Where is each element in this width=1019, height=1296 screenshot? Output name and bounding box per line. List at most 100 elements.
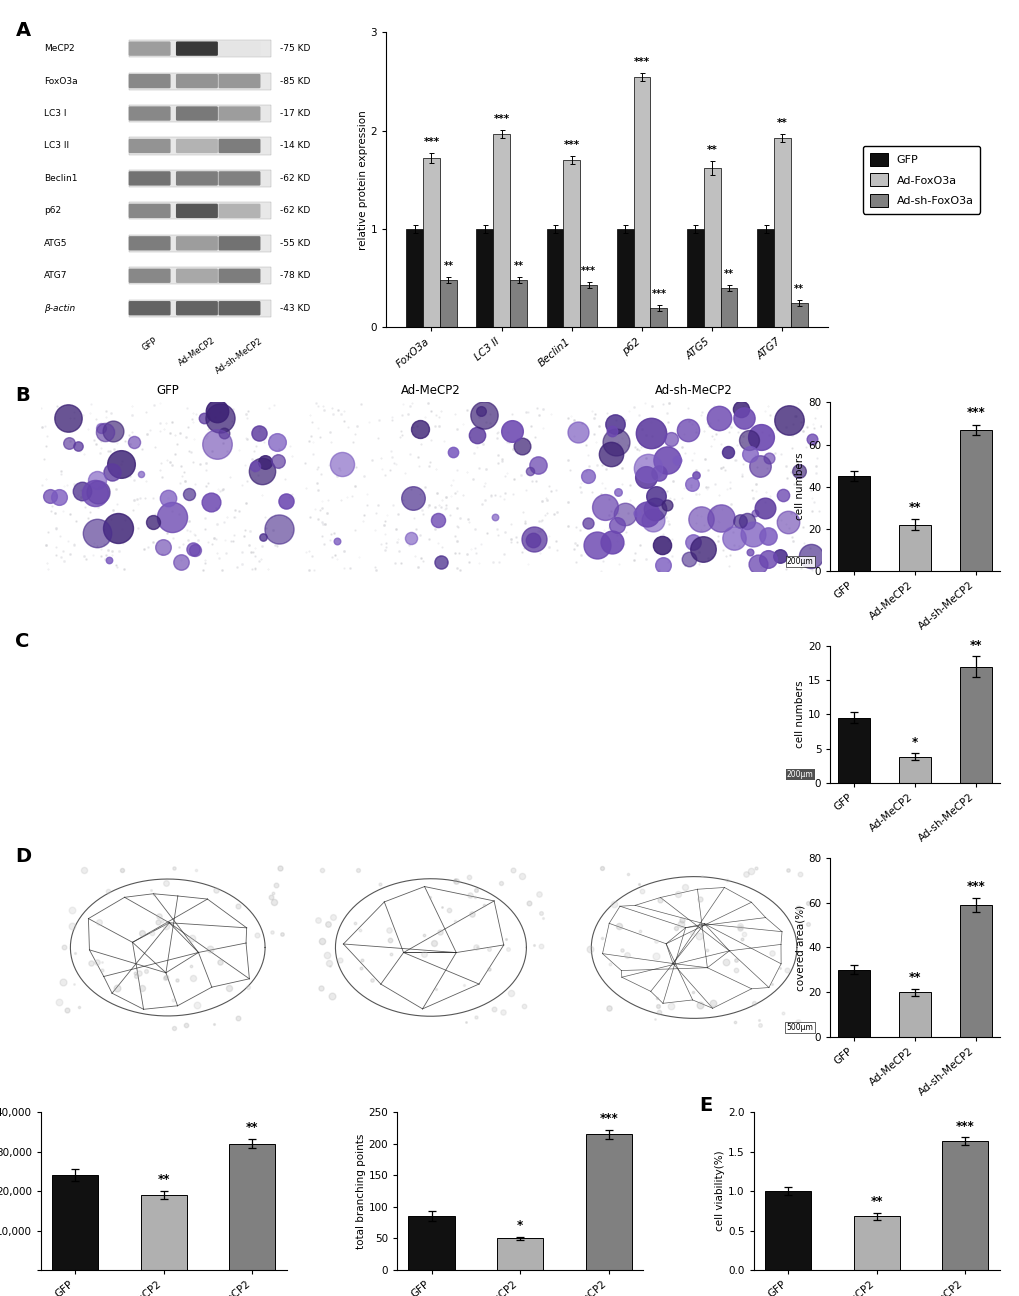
FancyBboxPatch shape xyxy=(218,203,260,218)
Text: ***: *** xyxy=(651,289,665,299)
Y-axis label: cell numbers: cell numbers xyxy=(795,452,805,521)
FancyBboxPatch shape xyxy=(218,268,260,283)
Bar xyxy=(585,1134,632,1270)
Text: E: E xyxy=(699,1096,712,1116)
Text: -55 KD: -55 KD xyxy=(280,238,311,248)
FancyBboxPatch shape xyxy=(128,106,170,121)
Text: *: * xyxy=(911,736,917,749)
Text: Ad-sh-MeCP2: Ad-sh-MeCP2 xyxy=(654,385,733,398)
Text: -78 KD: -78 KD xyxy=(280,271,311,280)
Bar xyxy=(546,229,562,328)
Text: **: ** xyxy=(157,1173,170,1186)
Text: A: A xyxy=(15,21,31,40)
Text: ATG5: ATG5 xyxy=(44,238,67,248)
Bar xyxy=(580,285,596,328)
Text: D: D xyxy=(15,848,32,866)
Bar xyxy=(129,137,271,154)
Text: **: ** xyxy=(794,284,803,294)
Y-axis label: cell viability(%): cell viability(%) xyxy=(714,1151,725,1231)
Text: **: ** xyxy=(513,262,523,271)
Text: 200μm: 200μm xyxy=(786,770,812,779)
Bar xyxy=(838,476,869,572)
Bar xyxy=(838,718,869,783)
FancyBboxPatch shape xyxy=(128,171,170,185)
FancyBboxPatch shape xyxy=(175,203,218,218)
Bar xyxy=(493,133,510,328)
Text: Ad-MeCP2: Ad-MeCP2 xyxy=(176,336,217,368)
Bar xyxy=(898,757,930,783)
FancyBboxPatch shape xyxy=(218,139,260,153)
Text: 500μm: 500μm xyxy=(786,1023,812,1032)
Text: Beclin1: Beclin1 xyxy=(44,174,77,183)
Bar xyxy=(408,1217,454,1270)
Text: **: ** xyxy=(869,1195,882,1208)
Text: MeCP2: MeCP2 xyxy=(44,44,74,53)
Text: -43 KD: -43 KD xyxy=(280,303,311,312)
Bar xyxy=(439,280,457,328)
FancyBboxPatch shape xyxy=(128,236,170,250)
Text: GFP: GFP xyxy=(141,336,159,353)
Text: -17 KD: -17 KD xyxy=(280,109,311,118)
FancyBboxPatch shape xyxy=(175,41,218,56)
Bar xyxy=(790,303,807,328)
Text: ***: *** xyxy=(493,114,510,124)
Bar xyxy=(959,905,990,1037)
Bar xyxy=(476,229,493,328)
Text: LC3 I: LC3 I xyxy=(44,109,66,118)
FancyBboxPatch shape xyxy=(218,301,260,315)
FancyBboxPatch shape xyxy=(128,301,170,315)
FancyBboxPatch shape xyxy=(175,139,218,153)
FancyBboxPatch shape xyxy=(175,301,218,315)
FancyBboxPatch shape xyxy=(218,41,260,56)
Bar xyxy=(129,235,271,251)
Bar xyxy=(129,299,271,316)
Text: C: C xyxy=(15,632,30,652)
FancyBboxPatch shape xyxy=(175,74,218,88)
FancyBboxPatch shape xyxy=(175,106,218,121)
Text: ***: *** xyxy=(423,137,439,148)
Text: ***: *** xyxy=(581,266,595,276)
Bar xyxy=(129,170,271,187)
FancyBboxPatch shape xyxy=(175,236,218,250)
Text: ***: *** xyxy=(966,407,984,420)
Text: **: ** xyxy=(706,145,717,156)
FancyBboxPatch shape xyxy=(218,106,260,121)
Text: LC3 II: LC3 II xyxy=(44,141,69,150)
Text: ***: *** xyxy=(599,1112,618,1125)
Legend: GFP, Ad-FoxO3a, Ad-sh-FoxO3a: GFP, Ad-FoxO3a, Ad-sh-FoxO3a xyxy=(862,146,979,214)
Text: **: ** xyxy=(969,639,981,652)
Text: ***: *** xyxy=(564,140,580,150)
FancyBboxPatch shape xyxy=(218,236,260,250)
FancyBboxPatch shape xyxy=(128,268,170,283)
Text: -14 KD: -14 KD xyxy=(280,141,311,150)
Bar xyxy=(633,76,650,328)
Bar xyxy=(616,229,633,328)
FancyBboxPatch shape xyxy=(128,41,170,56)
FancyBboxPatch shape xyxy=(175,268,218,283)
Text: -85 KD: -85 KD xyxy=(280,76,311,86)
Text: **: ** xyxy=(443,262,452,271)
Text: ***: *** xyxy=(955,1120,974,1133)
FancyBboxPatch shape xyxy=(128,139,170,153)
Bar xyxy=(129,202,271,219)
Bar xyxy=(838,969,869,1037)
Bar xyxy=(129,267,271,284)
Bar xyxy=(406,229,423,328)
Text: FoxO3a: FoxO3a xyxy=(44,76,77,86)
Text: GFP: GFP xyxy=(156,385,179,398)
Text: **: ** xyxy=(908,971,920,984)
Text: *: * xyxy=(517,1218,523,1231)
Text: ***: *** xyxy=(966,880,984,893)
Bar xyxy=(773,137,790,328)
Bar xyxy=(959,666,990,783)
Bar xyxy=(898,525,930,572)
Bar xyxy=(229,1143,275,1270)
Text: ***: *** xyxy=(634,57,649,67)
Bar xyxy=(562,161,580,328)
Text: 200μm: 200μm xyxy=(786,557,812,566)
FancyBboxPatch shape xyxy=(128,203,170,218)
Bar xyxy=(141,1195,186,1270)
Bar xyxy=(129,105,271,122)
Bar xyxy=(703,168,719,328)
Bar xyxy=(764,1191,810,1270)
